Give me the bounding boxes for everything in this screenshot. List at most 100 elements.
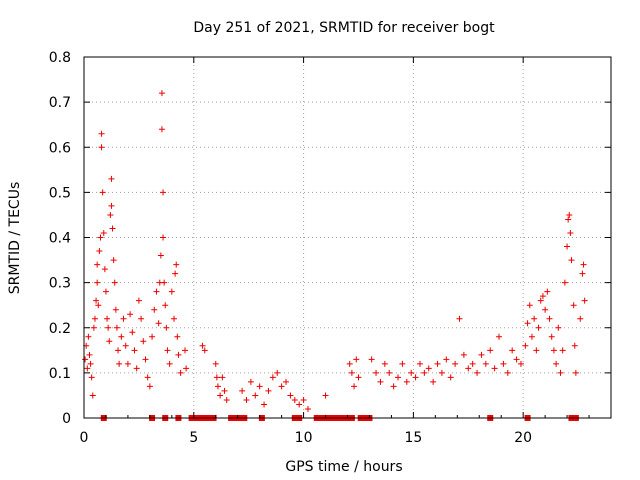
data-point [82,356,89,363]
data-point [526,302,533,309]
data-point [94,279,101,286]
data-point [162,302,169,309]
data-point [456,315,463,322]
data-point [283,378,290,385]
data-point [173,261,180,268]
data-point [108,175,115,182]
data-point [351,383,358,390]
x-tick-label: 15 [404,430,422,446]
data-point [555,324,562,331]
data-point [127,311,134,318]
data-point [166,360,173,367]
y-tick-label: 0.6 [49,140,71,156]
data-point [124,360,131,367]
data-point [140,338,147,345]
data-point [274,369,281,376]
data-point [252,392,259,399]
data-point [201,347,208,354]
data-point [116,360,123,367]
y-tick-label: 0.7 [49,95,71,111]
data-point [158,126,165,133]
data-point [217,392,224,399]
data-point [300,396,307,403]
data-point [120,315,127,322]
data-point [161,279,168,286]
data-point [304,405,311,412]
data-point [474,369,481,376]
data-point [496,333,503,340]
data-point [164,347,171,354]
data-point [160,189,167,196]
data-point [296,401,303,408]
data-point [580,261,587,268]
data-point [565,216,572,223]
data-point [581,297,588,304]
data-point [504,369,511,376]
data-point [109,225,116,232]
data-point [559,347,566,354]
data-point [101,266,108,273]
data-point [199,342,206,349]
data-point [561,279,568,286]
data-point [146,383,153,390]
data-point [108,202,115,209]
data-point [122,342,129,349]
data-point [537,297,544,304]
data-point [87,360,94,367]
data-point [395,374,402,381]
data-point [91,315,98,322]
data-point [131,347,138,354]
data-point [104,315,111,322]
data-point [256,383,263,390]
data-point [157,252,164,259]
data-point [416,360,423,367]
data-point [149,333,156,340]
data-point [138,315,145,322]
y-tick-label: 0.4 [49,231,71,247]
x-axis-title: GPS time / hours [285,459,402,475]
y-tick-label: 0 [62,411,71,427]
data-point [564,243,571,250]
x-tick-label: 10 [295,430,313,446]
data-point [548,333,555,340]
data-point [100,229,107,236]
data-point [106,338,113,345]
data-point [533,347,540,354]
data-point [346,360,353,367]
data-point [111,279,118,286]
data-point [98,130,105,137]
data-point [239,387,246,394]
data-point [243,396,250,403]
data-points [82,90,588,421]
y-tick-label: 0.5 [49,185,71,201]
data-point [107,211,114,218]
data-point [174,333,181,340]
data-point [571,342,578,349]
data-point [513,356,520,363]
data-point [517,360,524,367]
data-point [115,347,122,354]
axis-ticks [83,56,612,419]
data-point [487,347,494,354]
data-point [353,356,360,363]
data-point [469,360,476,367]
data-point [221,387,228,394]
data-point [219,374,226,381]
data-point [112,306,119,313]
data-point [491,365,498,372]
data-point [84,365,91,372]
data-point [546,315,553,322]
data-point [386,369,393,376]
data-point [155,320,162,327]
data-point [287,392,294,399]
data-point [163,324,170,331]
data-point [322,392,329,399]
data-point [430,378,437,385]
data-point [177,369,184,376]
data-point [550,347,557,354]
data-point [135,297,142,304]
data-point [144,374,151,381]
data-point [577,315,584,322]
data-point [412,374,419,381]
data-point [278,383,285,390]
